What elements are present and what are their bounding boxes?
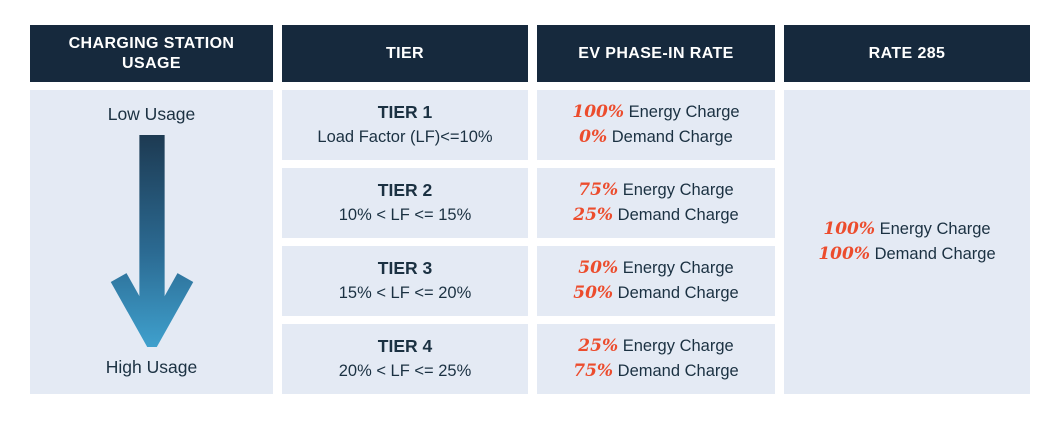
demand-charge-line: 100% Demand Charge [818, 242, 995, 267]
tier-name: TIER 1 [377, 102, 433, 123]
rate-285-cell: 100% Energy Charge 100% Demand Charge [784, 90, 1030, 394]
tier-name: TIER 2 [377, 180, 433, 201]
tier-name: TIER 3 [377, 258, 433, 279]
demand-label: Demand Charge [874, 245, 996, 263]
energy-label: Energy Charge [622, 259, 734, 278]
header-rate-285: RATE 285 [784, 25, 1030, 82]
demand-percentage: 0% [579, 127, 608, 147]
tier-name: TIER 4 [377, 336, 433, 357]
energy-charge-line: 50% Energy Charge [578, 256, 733, 281]
energy-percentage: 50% [578, 258, 619, 279]
energy-percentage: 25% [578, 336, 619, 357]
phase-in-rate-tier-2-cell: 75% Energy Charge 25% Demand Charge [537, 168, 775, 238]
energy-percentage: 100% [572, 102, 625, 123]
demand-charge-line: 50% Demand Charge [573, 281, 738, 306]
high-usage-label: High Usage [105, 356, 198, 377]
energy-label: Energy Charge [879, 220, 991, 239]
energy-charge-line: 25% Energy Charge [578, 334, 733, 359]
demand-label: Demand Charge [611, 128, 733, 146]
energy-percentage: 75% [578, 180, 619, 201]
demand-percentage: 100% [818, 244, 870, 264]
down-arrow-icon [110, 135, 193, 347]
tier-4-cell: TIER 4 20% < LF <= 25% [282, 324, 528, 394]
phase-in-rate-tier-4-cell: 25% Energy Charge 75% Demand Charge [537, 324, 775, 394]
energy-label: Energy Charge [628, 103, 740, 122]
demand-charge-line: 0% Demand Charge [579, 125, 733, 150]
demand-charge-line: 25% Demand Charge [573, 203, 738, 228]
demand-label: Demand Charge [617, 206, 739, 224]
demand-percentage: 25% [573, 205, 614, 225]
energy-charge-line: 75% Energy Charge [578, 178, 733, 203]
tier-range: Load Factor (LF)<=10% [317, 127, 493, 146]
tier-1-cell: TIER 1 Load Factor (LF)<=10% [282, 90, 528, 160]
demand-percentage: 75% [573, 361, 614, 381]
header-label: TIER [385, 44, 425, 62]
energy-percentage: 100% [823, 219, 876, 240]
demand-label: Demand Charge [617, 362, 739, 380]
tier-3-cell: TIER 3 15% < LF <= 20% [282, 246, 528, 316]
phase-in-rate-tier-3-cell: 50% Energy Charge 50% Demand Charge [537, 246, 775, 316]
energy-charge-line: 100% Energy Charge [823, 217, 990, 242]
header-charging-station-usage: CHARGING STATION USAGE [30, 25, 273, 82]
demand-percentage: 50% [573, 283, 614, 303]
header-label: CHARGING STATION USAGE [68, 34, 235, 72]
demand-charge-line: 75% Demand Charge [573, 359, 738, 384]
header-label: RATE 285 [868, 44, 946, 62]
demand-label: Demand Charge [617, 284, 739, 302]
header-label: EV PHASE-IN RATE [578, 44, 734, 62]
energy-label: Energy Charge [622, 337, 734, 356]
phase-in-rate-tier-1-cell: 100% Energy Charge 0% Demand Charge [537, 90, 775, 160]
tier-range: 10% < LF <= 15% [338, 205, 472, 224]
energy-charge-line: 100% Energy Charge [572, 100, 739, 125]
header-ev-phase-in-rate: EV PHASE-IN RATE [537, 25, 775, 82]
low-usage-label: Low Usage [107, 104, 196, 124]
tier-2-cell: TIER 2 10% < LF <= 15% [282, 168, 528, 238]
header-tier: TIER [282, 25, 528, 82]
tier-range: 20% < LF <= 25% [338, 361, 472, 380]
energy-label: Energy Charge [622, 181, 734, 200]
usage-arrow-cell: Low Usage High Usage [30, 90, 273, 394]
tier-range: 15% < LF <= 20% [338, 283, 472, 302]
tier-grid: CHARGING STATION USAGE TIER EV PHASE-IN … [30, 25, 1030, 394]
